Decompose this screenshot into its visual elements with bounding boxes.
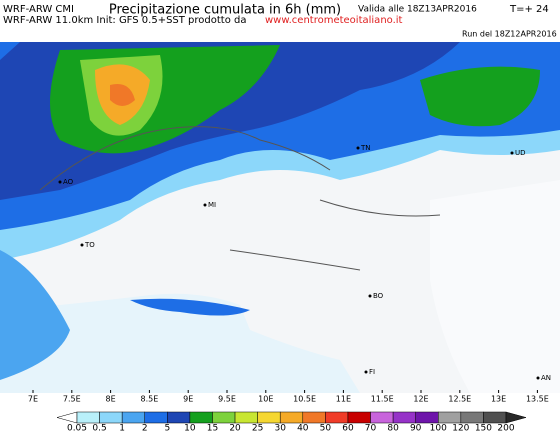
colorbar-swatch xyxy=(121,411,145,424)
longitude-label: 9E xyxy=(183,395,193,404)
longitude-label: 8.5E xyxy=(141,395,159,404)
city-label: UD xyxy=(515,149,526,157)
colorbar-swatch xyxy=(415,411,439,424)
title: Precipitazione cumulata in 6h (mm) xyxy=(109,3,341,18)
step: T=+ 24 xyxy=(509,4,549,15)
colorbar-swatch xyxy=(302,411,326,424)
colorbar-label: 0.05 xyxy=(67,424,87,434)
colorbar-swatch xyxy=(392,411,416,424)
info: WRF-ARW 11.0km Init: GFS 0.5+SST prodott… xyxy=(3,15,247,26)
colorbar-swatch xyxy=(279,411,304,424)
adriatic xyxy=(430,180,560,393)
city-label: FI xyxy=(369,368,375,376)
colorbar-label: 50 xyxy=(320,424,332,434)
colorbar-swatch xyxy=(370,411,394,424)
colorbar-label: 20 xyxy=(229,424,241,434)
longitude-label: 12E xyxy=(413,395,428,404)
colorbar-label: 150 xyxy=(475,424,492,434)
city-dot xyxy=(510,151,514,155)
colorbar-end xyxy=(56,411,78,424)
valid: Valida alle 18Z13APR2016 xyxy=(358,5,477,15)
colorbar-swatch xyxy=(212,411,236,424)
map-area xyxy=(0,42,560,393)
colorbar-swatch xyxy=(347,411,371,424)
colorbar-end xyxy=(505,411,527,424)
colorbar-swatch xyxy=(144,411,168,424)
colorbar-swatch xyxy=(257,411,281,424)
longitude-label: 7.5E xyxy=(63,395,81,404)
city-dot xyxy=(58,180,62,184)
precip-core xyxy=(110,84,135,106)
colorbar-swatch xyxy=(167,411,191,424)
city-label: BO xyxy=(373,292,384,300)
city-label: AN xyxy=(541,374,551,382)
model: WRF-ARW CMI xyxy=(3,4,74,15)
colorbar-label: 5 xyxy=(164,424,170,434)
longitude-label: 12.5E xyxy=(448,395,471,404)
precip-sw xyxy=(0,250,70,380)
colorbar-label: 60 xyxy=(342,424,354,434)
colorbar-label: 1 xyxy=(119,424,125,434)
colorbar-label: 25 xyxy=(252,424,263,434)
city-label: TN xyxy=(360,144,371,152)
precip-coast xyxy=(130,298,250,316)
precip-green2 xyxy=(420,66,540,127)
city-dot xyxy=(203,203,207,207)
longitude-label: 7E xyxy=(28,395,38,404)
sea xyxy=(0,293,360,393)
longitude-label: 11.5E xyxy=(371,395,394,404)
longitude-label: 13E xyxy=(491,395,506,404)
longitude-axis: 7E 7.5E 8E 8.5E 9E 9.5E 10E 10.5E 11E 11.5E 12E 12.… xyxy=(28,390,549,404)
city-dot xyxy=(364,370,368,374)
colorbar-label: 30 xyxy=(274,424,286,434)
longitude-label: 11E xyxy=(336,395,351,404)
run: Run del 18Z12APR2016 xyxy=(462,30,557,39)
city-dot xyxy=(356,146,360,150)
website[interactable]: www.centrometeoitaliano.it xyxy=(265,15,403,26)
colorbar-label: 15 xyxy=(207,424,218,434)
city-label: MI xyxy=(208,201,216,209)
colorbar-swatch xyxy=(325,411,349,424)
longitude-label: 9.5E xyxy=(218,395,236,404)
colorbar-swatch xyxy=(483,411,507,424)
colorbar-swatch xyxy=(460,411,484,424)
colorbar-swatch xyxy=(76,411,100,424)
colorbar-label: 80 xyxy=(387,424,399,434)
city-dot xyxy=(536,376,540,380)
borders xyxy=(39,126,441,271)
colorbar-swatch xyxy=(189,411,213,424)
city-label: TO xyxy=(84,241,95,249)
longitude-label: 10.5E xyxy=(293,395,316,404)
colorbar-label: 70 xyxy=(365,424,377,434)
colorbar-label: 200 xyxy=(497,424,514,434)
city-dot xyxy=(368,294,372,298)
colorbar-label: 10 xyxy=(184,424,196,434)
colorbar-label: 2 xyxy=(142,424,148,434)
longitude-label: 8E xyxy=(106,395,116,404)
colorbar-label: 0.5 xyxy=(92,424,106,434)
longitude-label: 10E xyxy=(258,395,273,404)
colorbar-swatch xyxy=(438,411,462,424)
colorbar-label: 120 xyxy=(452,424,469,434)
colorbar: 0.05 0.5 1 2 5 10 15 20 25 30 40 50 60 70 80 90 100 120 15… xyxy=(56,411,527,434)
colorbar-swatch xyxy=(234,411,258,424)
longitude-label: 13.5E xyxy=(526,395,549,404)
colorbar-label: 40 xyxy=(297,424,309,434)
colorbar-swatch xyxy=(99,411,123,424)
colorbar-label: 90 xyxy=(410,424,422,434)
city-dot xyxy=(80,243,84,247)
city-label: AO xyxy=(63,178,74,186)
colorbar-label: 100 xyxy=(430,424,447,434)
